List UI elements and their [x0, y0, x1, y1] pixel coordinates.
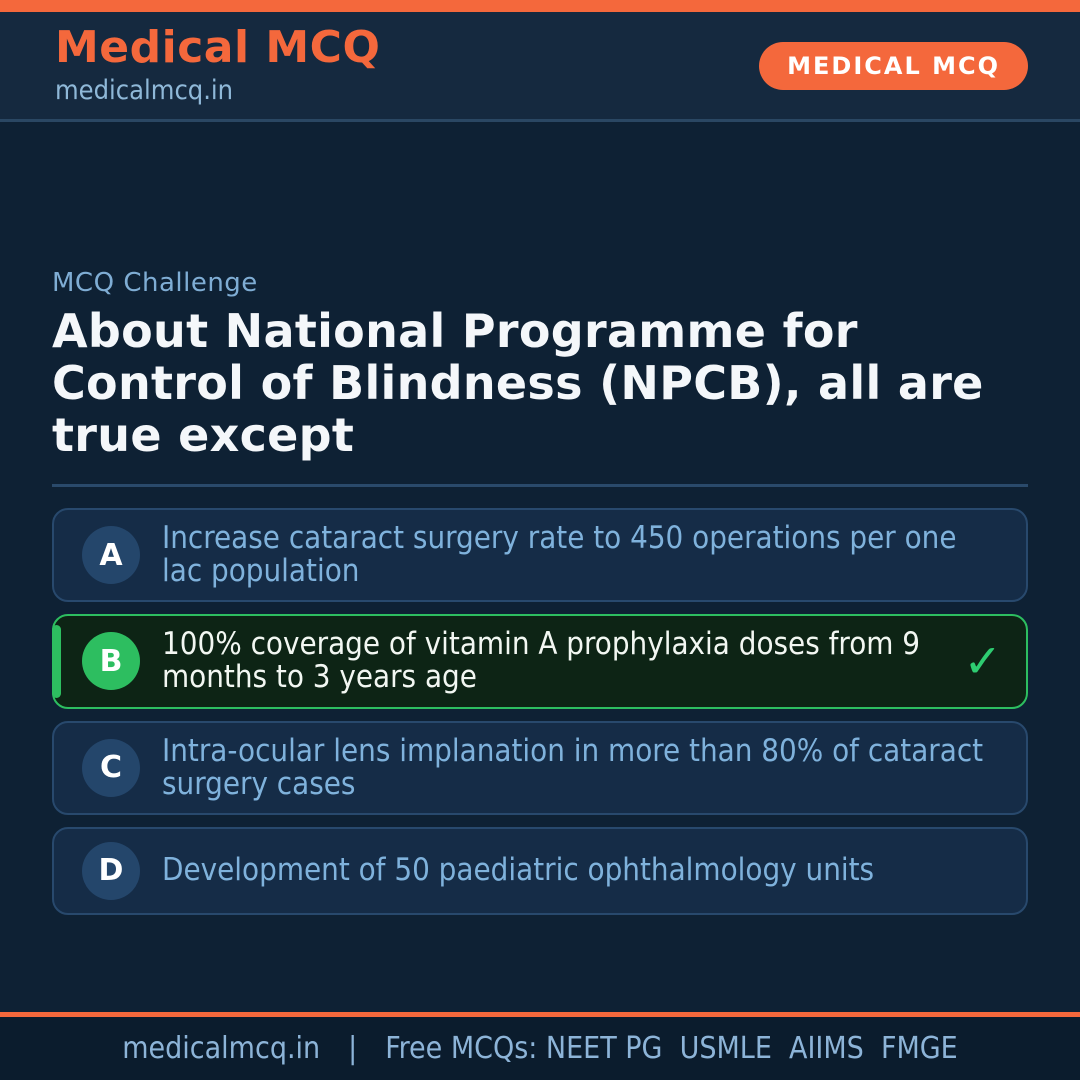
option-letter-badge: D — [82, 841, 140, 900]
option-a[interactable]: A Increase cataract surgery rate to 450 … — [52, 507, 1028, 603]
correct-accent-bar — [52, 625, 61, 698]
check-icon: ✓ — [963, 634, 1002, 689]
option-letter-badge: A — [82, 526, 140, 585]
option-text: Increase cataract surgery rate to 450 op… — [162, 519, 957, 590]
footer-site: medicalmcq.in — [122, 1031, 321, 1066]
main-content: MCQ Challenge About National Programme f… — [0, 268, 1080, 915]
brand-block: Medical MCQ medicalmcq.in — [55, 22, 381, 106]
option-text: 100% coverage of vitamin A prophylaxia d… — [162, 626, 921, 696]
brand-subtitle: medicalmcq.in — [55, 74, 234, 106]
footer-separator: | — [348, 1031, 358, 1066]
footer-tagline: Free MCQs: NEET PG USMLE AIIMS FMGE — [385, 1031, 958, 1066]
footer-bar: medicalmcq.in | Free MCQs: NEET PG USMLE… — [0, 1017, 1080, 1080]
brand-title: Medical MCQ — [55, 22, 381, 74]
options-list: A Increase cataract surgery rate to 450 … — [52, 507, 1028, 915]
option-letter-badge: C — [82, 738, 140, 797]
option-c[interactable]: C Intra-ocular lens implanation in more … — [52, 720, 1028, 815]
option-b[interactable]: B 100% coverage of vitamin A prophylaxia… — [52, 614, 1028, 709]
option-text: Development of 50 paediatric ophthalmolo… — [162, 852, 875, 889]
option-d[interactable]: D Development of 50 paediatric ophthalmo… — [52, 826, 1028, 915]
question-divider — [52, 483, 1028, 487]
question-title: About National Programme for Control of … — [52, 304, 984, 462]
footer-accent-line — [0, 1012, 1080, 1017]
option-text: Intra-ocular lens implanation in more th… — [162, 732, 984, 802]
header: Medical MCQ medicalmcq.in MEDICAL MCQ — [0, 12, 1080, 122]
question-kicker: MCQ Challenge — [52, 268, 258, 298]
top-accent-bar — [0, 0, 1080, 12]
option-letter-badge: B — [82, 632, 140, 691]
footer: medicalmcq.in | Free MCQs: NEET PG USMLE… — [0, 1012, 1080, 1080]
brand-badge: MEDICAL MCQ — [759, 41, 1028, 90]
